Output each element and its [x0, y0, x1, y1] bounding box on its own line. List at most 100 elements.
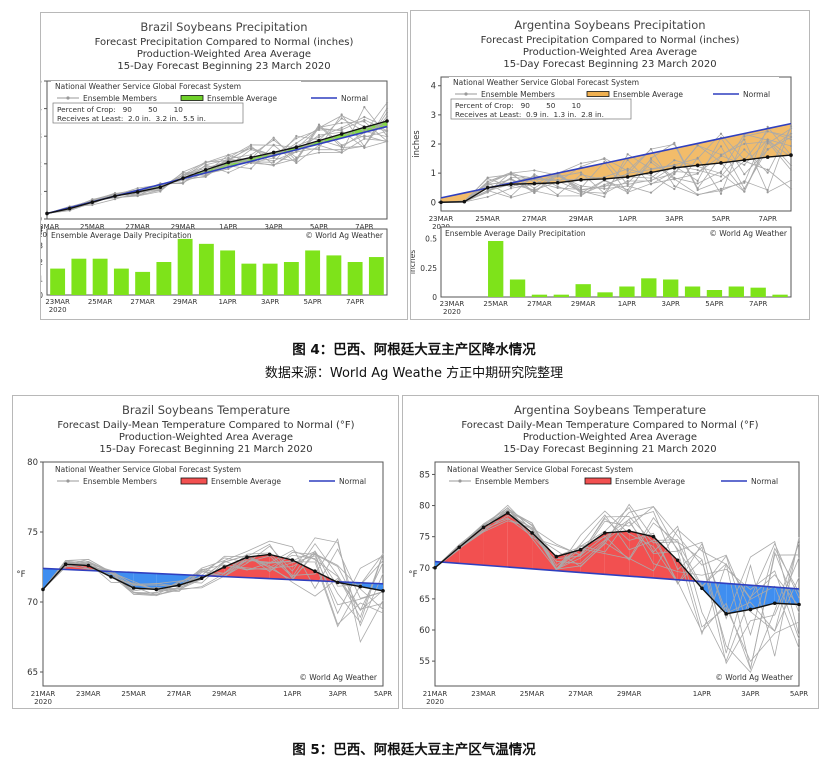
argentina-precip-average-point-14	[765, 155, 770, 159]
brazil-precip-panel: Brazil Soybeans Precipitation Forecast Pr…	[40, 12, 408, 320]
brazil-precip-xtick-3: 29MAR	[171, 223, 196, 231]
brazil-precip-member-point-6-15	[385, 130, 389, 133]
brazil-temp-xtick-2: 25MAR	[121, 690, 146, 698]
brazil-precip-xtick-6: 5APR	[310, 223, 328, 231]
brazil-temp-shade-11-0	[292, 560, 315, 581]
argentina-temp-member-line-13	[434, 509, 800, 649]
argentina-precip-daily-bar-12	[706, 290, 723, 297]
argentina-precip-member-point-7-10	[673, 170, 676, 173]
brazil-precip-daily-ytick-3: 0.3	[41, 242, 43, 251]
brazil-temp-average-point-15	[381, 589, 385, 593]
argentina-precip-member-point-9-2	[486, 191, 489, 194]
brazil-precip-member-point-12-9	[249, 143, 253, 146]
argentina-precip-member-point-2-6	[579, 173, 583, 176]
argentina-precip-member-point-9-11	[696, 168, 699, 172]
brazil-precip-daily-bar-10	[262, 263, 278, 295]
argentina-precip-member-line-11	[440, 125, 792, 203]
argentina-precip-member-point-13-7	[603, 187, 606, 190]
brazil-temp-average-point-1	[63, 562, 68, 566]
brazil-temp-member-line-3	[42, 537, 384, 627]
argentina-precip-member-point-7-13	[743, 163, 746, 166]
argentina-precip-member-point-7-8	[626, 158, 629, 162]
argentina-temp-xtick-3: 27MAR	[568, 690, 593, 698]
argentina-precip-member-point-6-7	[603, 157, 606, 160]
brazil-precip-member-point-11-12	[317, 151, 321, 154]
argentina-temp-member-line-11	[434, 510, 800, 632]
brazil-temp-title: Brazil Soybeans Temperature	[122, 403, 290, 417]
argentina-precip-average-point-12	[719, 161, 723, 165]
brazil-precip-daily-ytick-1: 0.1	[41, 275, 43, 284]
argentina-temp-xtick-0: 21MAR	[423, 690, 448, 698]
brazil-precip-member-point-10-9	[249, 167, 253, 170]
argentina-precip-member-line-12	[440, 139, 792, 203]
brazil-precip-daily-xtick-5: 3APR	[261, 298, 279, 306]
argentina-precip-member-point-7-15	[789, 144, 793, 148]
brazil-precip-member-point-2-14	[363, 118, 366, 121]
brazil-precip-legend-normal: Normal	[341, 94, 368, 103]
brazil-temp-xtick-3: 27MAR	[167, 690, 192, 698]
brazil-precip-daily-bar-6	[177, 238, 193, 295]
brazil-temp-average-point-9	[245, 555, 249, 559]
figure-5-caption: 图 5：巴西、阿根廷大豆主产区气温情况	[292, 742, 536, 758]
argentina-temp-average-point-12	[724, 612, 728, 616]
argentina-precip-member-point-9-6	[579, 188, 583, 191]
argentina-precip-xtick-1: 25MAR	[475, 215, 500, 223]
brazil-precip-ytick-4: 4	[41, 105, 42, 115]
argentina-precip-member-point-4-11	[696, 157, 699, 160]
argentina-precip-member-point-13-3	[509, 172, 513, 175]
brazil-precip-daily-bar-11	[283, 262, 299, 295]
argentina-precip-member-point-5-8	[626, 182, 629, 185]
argentina-precip-member-point-5-11	[696, 182, 699, 185]
argentina-temp-ytick-4: 75	[419, 533, 430, 543]
brazil-precip-member-point-13-12	[317, 123, 321, 126]
brazil-precip-xtick-1: 25MAR	[80, 223, 105, 231]
brazil-temp-average-point-3	[109, 575, 113, 579]
argentina-temp-average-point-5	[554, 554, 559, 559]
argentina-precip-member-point-11-11	[696, 193, 699, 196]
brazil-precip-member-point-5-14	[363, 120, 366, 123]
argentina-precip-legend-average-swatch	[586, 91, 610, 97]
argentina-precip-legend-members: Ensemble Members	[481, 90, 555, 99]
argentina-temp-xtick-7: 5APR	[790, 690, 808, 698]
argentina-temp-subtitle-1: Production-Weighted Area Average	[523, 432, 697, 443]
brazil-precip-member-point-11-11	[295, 156, 298, 159]
brazil-precip-daily-ytick-0: 0	[41, 291, 43, 300]
argentina-temp-subtitle-0: Forecast Daily-Mean Temperature Compared…	[461, 420, 758, 431]
brazil-precip-average-point-4	[135, 190, 140, 194]
brazil-temp-legend-members: Ensemble Members	[83, 477, 157, 486]
brazil-precip-member-point-5-10	[272, 136, 275, 139]
argentina-temp-average-point-9	[651, 534, 656, 539]
argentina-precip-member-point-10-14	[766, 148, 769, 151]
brazil-precip-member-point-13-3	[113, 192, 117, 195]
argentina-temp-ytick-0: 55	[419, 657, 430, 667]
argentina-temp-ytick-3: 70	[419, 564, 430, 574]
argentina-precip-daily-bar-3	[509, 279, 526, 297]
argentina-precip-member-point-13-13	[743, 142, 746, 145]
brazil-temp-legend-average-swatch	[180, 477, 208, 485]
argentina-temp-shade-1-0	[459, 527, 484, 566]
argentina-precip-member-line-6	[440, 143, 792, 203]
argentina-temp-normal-line	[434, 560, 800, 590]
argentina-precip-ytick-1: 1	[431, 169, 436, 179]
argentina-precip-member-point-13-9	[649, 191, 653, 194]
brazil-precip-member-point-11-14	[363, 137, 366, 140]
argentina-precip-average-point-7	[602, 177, 607, 181]
argentina-temp-average-point-2	[481, 525, 486, 530]
argentina-precip-average-point-8	[625, 175, 630, 179]
argentina-precip-member-point-12-13	[743, 190, 746, 193]
argentina-precip-member-point-2-14	[766, 125, 769, 128]
argentina-precip-difference-shading	[441, 123, 791, 203]
argentina-precip-member-point-9-12	[719, 175, 723, 178]
brazil-precip-member-point-5-13	[340, 121, 343, 125]
brazil-precip-member-point-6-12	[317, 133, 321, 137]
argentina-precip-member-point-3-11	[696, 179, 699, 182]
brazil-precip-member-point-2-12	[317, 128, 321, 132]
argentina-precip-member-point-10-13	[743, 187, 746, 190]
brazil-precip-member-point-13-7	[204, 160, 207, 163]
argentina-precip-member-point-12-14	[766, 138, 769, 141]
argentina-precip-daily-xtick-3: 29MAR	[571, 300, 596, 308]
argentina-precip-average-point-6	[579, 178, 583, 182]
argentina-precip-member-point-13-2	[486, 182, 489, 185]
argentina-temp-subtitle-2: 15-Day Forecast Beginning 21 March 2020	[503, 444, 716, 455]
brazil-precip-member-line-11	[46, 138, 388, 214]
